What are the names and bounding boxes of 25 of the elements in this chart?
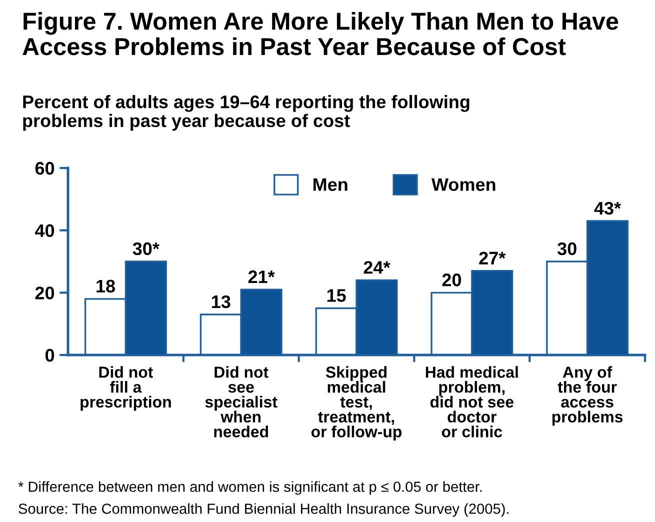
data-label: 24* xyxy=(364,261,390,274)
x-tick-label: Did not see specialist when needed xyxy=(205,366,278,438)
legend-label: Men xyxy=(313,178,348,191)
x-tick-label: Did not fill a prescription xyxy=(80,366,171,411)
data-label: 30* xyxy=(132,242,160,256)
data-label: 18 xyxy=(96,280,115,293)
x-tick-label: Skipped medical test, treatment, or follow-up xyxy=(311,366,402,441)
chart-title: Figure 7. Women Are More Likely Than Men to Have Access Problems in Past Year Because of Cost xyxy=(22,12,618,56)
data-label: 30 xyxy=(557,242,576,256)
data-label: 21* xyxy=(248,270,275,284)
y-tick-label: 60 xyxy=(35,162,54,175)
data-label: 43* xyxy=(594,202,622,215)
source-note: Source: The Commonwealth Fund Biennial Health Insurance Survey (2005). xyxy=(18,503,508,517)
x-tick-label: Had medical problem, did not see doctor or clinic xyxy=(426,366,518,438)
y-tick-label: 0 xyxy=(45,348,54,362)
y-tick-label: 20 xyxy=(35,286,54,300)
y-tick-label: 40 xyxy=(35,224,54,238)
x-tick-label: Any of the four access problems xyxy=(552,366,623,426)
data-label: 27* xyxy=(479,252,506,264)
legend-label: Women xyxy=(431,178,496,191)
chart-subtitle: Percent of adults ages 19–64 reporting the following problems in past year because of cost xyxy=(23,95,470,131)
text: * Difference between men and women is significant at p ≤ 0.05 or better. xyxy=(18,481,482,495)
data-label: 15 xyxy=(327,289,346,302)
data-label: 20 xyxy=(442,274,462,286)
data-label: 13 xyxy=(212,295,230,308)
